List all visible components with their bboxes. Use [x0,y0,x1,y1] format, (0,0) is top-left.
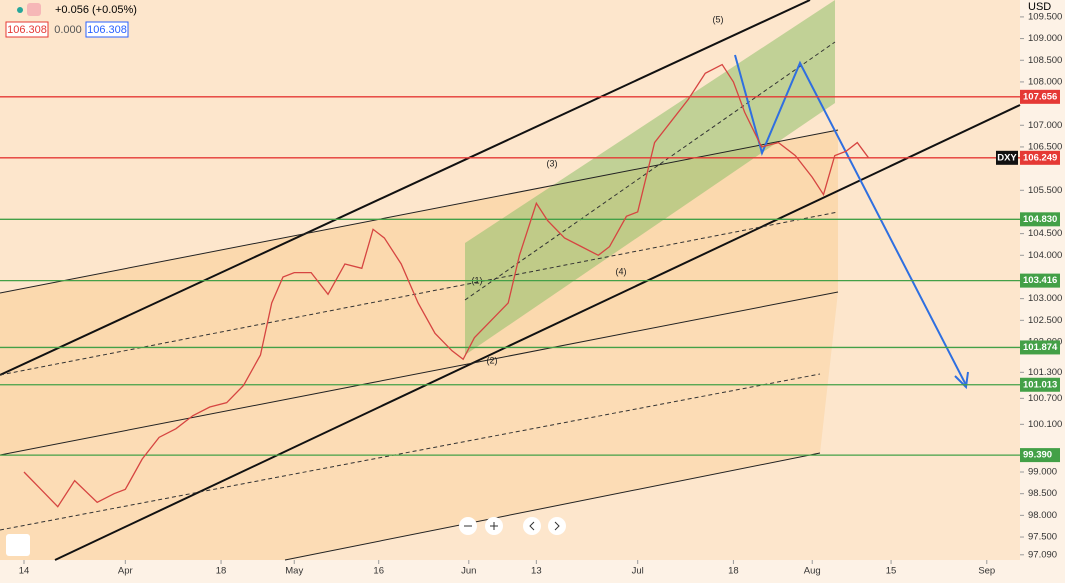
wave-label: (4) [616,266,627,276]
x-tick-label: Aug [804,566,821,577]
y-tick-label: 107.000 [1028,120,1062,131]
y-tick-label: 101.300 [1028,367,1062,378]
x-tick-label: 18 [728,566,739,577]
symbol-tag [996,150,1018,165]
x-tick-label: 16 [373,566,384,577]
wave-label: (3) [547,158,558,168]
level-label: 99.390 [1023,450,1052,461]
status-dot [17,7,23,13]
y-tick-label: 103.000 [1028,293,1062,304]
wave-label: (5) [713,14,724,24]
x-tick-label: Jun [461,566,476,577]
y-tick-label: 104.000 [1028,250,1062,261]
level-tag [1020,448,1060,463]
fan-mid [0,373,821,531]
y-tick-label: 100.700 [1028,393,1062,404]
y-tick-label: 97.500 [1028,532,1057,543]
icon [490,522,498,530]
y-tick-label: 98.000 [1028,510,1057,521]
x-tick-label: Jul [632,566,644,577]
icon [529,521,535,531]
y-tick-label: 108.500 [1028,55,1062,66]
level-tag [1020,377,1060,392]
y-tick-label: 108.000 [1028,76,1062,87]
level-tag [1020,273,1060,288]
trend-lower [54,104,1021,561]
x-tick-label: May [285,566,303,577]
change: +0.056 (+0.05%) [55,4,137,16]
y-tick-label: 100.100 [1028,419,1062,430]
arrow-head [954,371,969,390]
ask: 106.308 [87,24,127,36]
level-tag [1020,150,1060,165]
icon [554,521,560,531]
x-tick-label: 14 [19,566,30,577]
spread: 0.000 [54,24,82,36]
logo[interactable] [6,534,30,556]
ask-box[interactable] [85,21,129,38]
nav-buttons [6,517,566,556]
symbol-label: DXY [997,152,1017,163]
bid-box[interactable] [5,21,49,38]
y-tick-label: 99.000 [1028,467,1057,478]
y-tick-label: 98.500 [1028,488,1057,499]
currency[interactable]: USD [1028,1,1051,13]
y-tick-label: 105.500 [1028,185,1062,196]
level-label: 101.013 [1023,379,1057,390]
fan-line [284,452,821,561]
wave-label: (2) [487,355,498,365]
level-label: 107.656 [1023,91,1057,102]
level-tag [1020,89,1060,104]
x-axis-bg [0,560,1020,583]
x-tick-label: 15 [886,566,897,577]
scroll-left[interactable] [523,517,541,535]
level-tag [1020,340,1060,355]
trend-upper [0,0,811,376]
drawings [0,0,1021,561]
level-label: 106.249 [1023,152,1057,163]
level-label: 101.874 [1023,342,1058,353]
y-tick-label: 106.500 [1028,141,1062,152]
bid: 106.308 [7,24,47,36]
fan-zone [0,292,838,560]
x-tick-label: Sep [978,566,995,577]
level-label: 104.830 [1023,214,1057,225]
y-tick-label: 97.090 [1028,549,1057,560]
level-tag [1020,212,1060,227]
y-tick-label: 109.000 [1028,33,1062,44]
x-tick-label: 13 [531,566,542,577]
icon [27,3,41,16]
level-label: 103.416 [1023,275,1057,286]
projection [734,54,967,386]
x-tick-label: 18 [216,566,227,577]
price-line [23,63,870,508]
scroll-right[interactable] [548,517,566,535]
y-tick-label: 109.500 [1028,11,1062,22]
x-tick-label: Apr [118,566,133,577]
channel-mid [464,41,836,301]
y-tick-label: 102.500 [1028,315,1062,326]
fan-line [0,291,839,456]
toolbar: +0.056 (+0.05%) 106.308 0.000 106.308 US… [5,1,1051,38]
y-tick-label: 104.500 [1028,228,1062,239]
